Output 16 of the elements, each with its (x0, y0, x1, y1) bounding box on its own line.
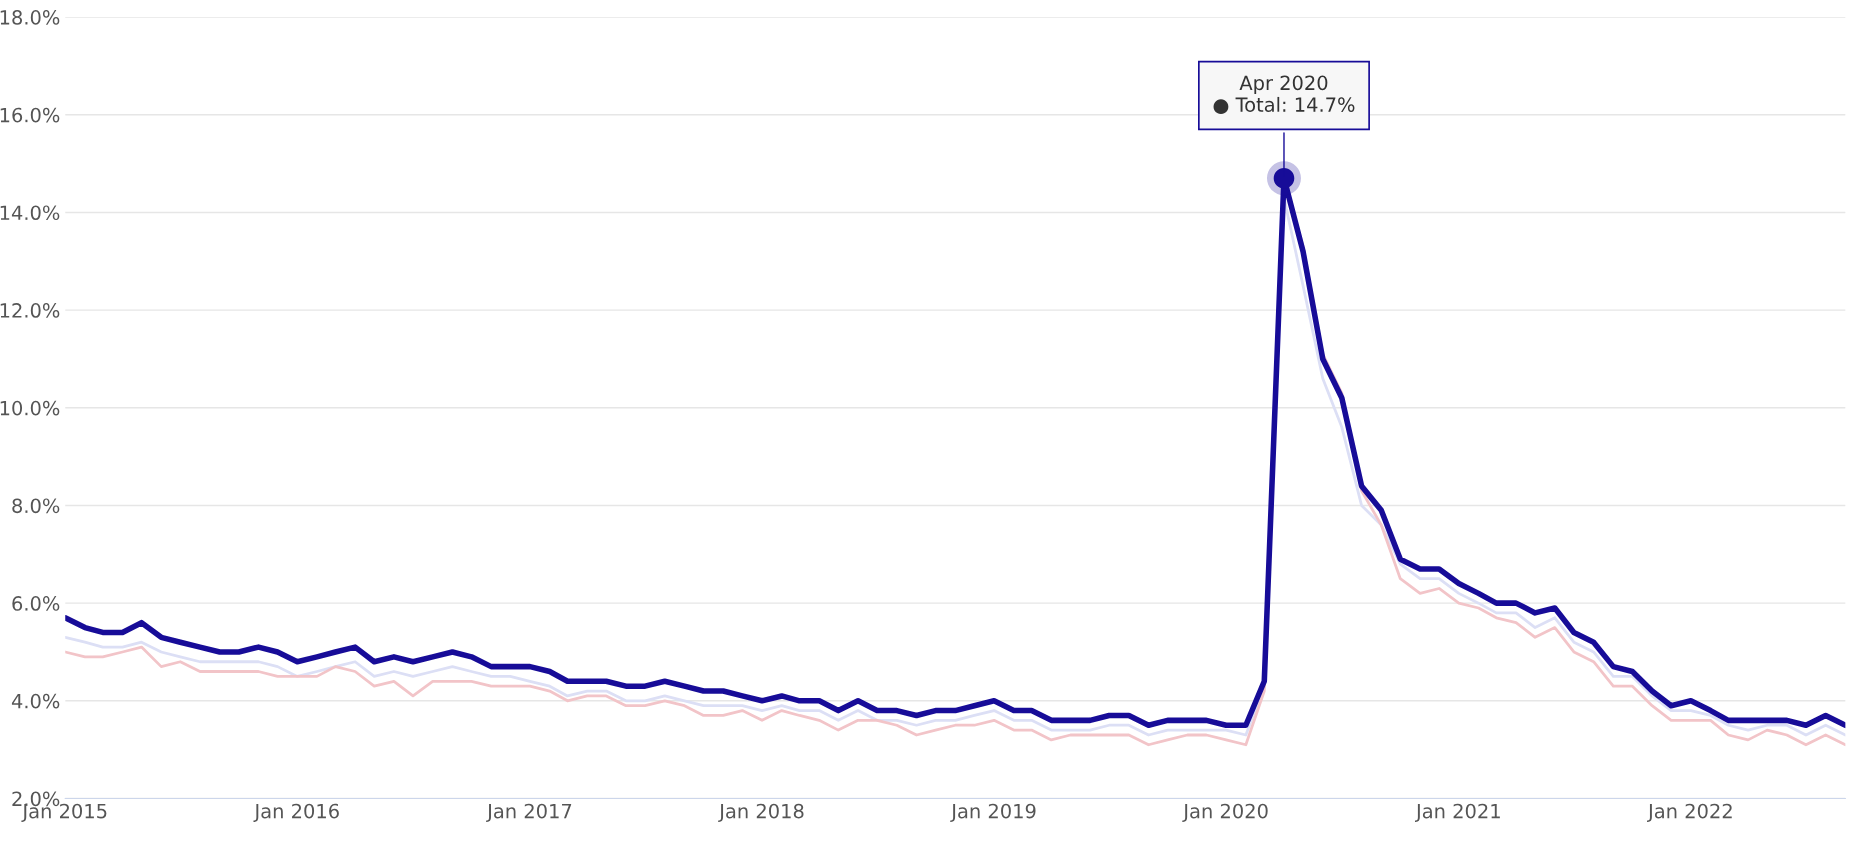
x-tick-label: Jan 2019 (950, 803, 1036, 823)
x-tick-label: Jan 2021 (1414, 803, 1500, 823)
x-tick-label: Jan 2022 (1647, 803, 1732, 823)
x-tick-label: Jan 2017 (486, 803, 572, 823)
y-tick-label: 16.0% (0, 107, 60, 123)
x-tick-label: Jan 2018 (718, 803, 804, 823)
y-tick-label: 18.0% (0, 10, 60, 25)
y-tick-label: 6.0% (12, 596, 60, 611)
y-tick-label: 4.0% (11, 693, 60, 709)
y-tick-label: 12.0% (0, 303, 60, 318)
annotation: Apr 2020 ● Total: 14.7% (1213, 75, 1355, 115)
x-tick-label: Jan 2020 (1182, 803, 1268, 823)
y-tick-label: 10.0% (0, 400, 60, 416)
y-tick-label: 14.0% (0, 205, 60, 221)
y-tick-label: 8.0% (12, 498, 60, 514)
x-tick-label: Jan 2016 (253, 803, 339, 823)
